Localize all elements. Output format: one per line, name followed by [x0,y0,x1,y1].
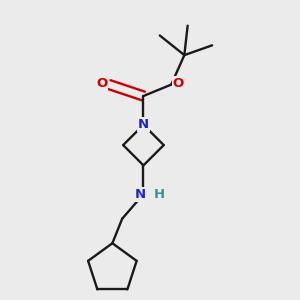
Text: H: H [154,188,165,201]
Text: O: O [173,77,184,90]
Text: N: N [135,188,146,201]
Text: O: O [96,77,107,90]
Text: N: N [138,118,149,131]
